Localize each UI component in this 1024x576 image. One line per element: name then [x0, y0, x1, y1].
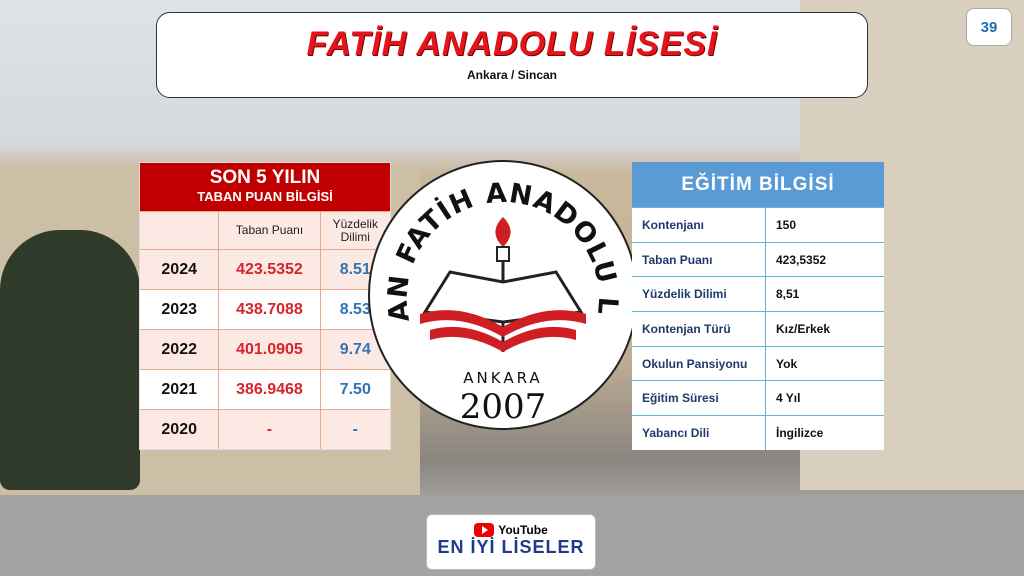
logo-year: 2007 — [460, 387, 547, 427]
info-label: Taban Puanı — [632, 242, 766, 277]
info-label: Okulun Pansiyonu — [632, 346, 766, 381]
score-cell: 438.7088 — [219, 290, 321, 329]
info-row: Kontenjan Türü Kız/Erkek — [632, 311, 884, 346]
percentile-cell: - — [352, 420, 358, 438]
score-table-header: SON 5 YILIN TABAN PUAN BİLGİSİ — [140, 163, 390, 211]
score-cell: 386.9468 — [219, 370, 321, 409]
school-location: Ankara / Sincan — [466, 68, 558, 82]
info-row: Okulun Pansiyonu Yok — [632, 345, 884, 381]
year-cell: 2021 — [140, 370, 220, 409]
info-value: 423,5352 — [776, 252, 827, 267]
logo-graphic: SİNCAN FATİH ANADOLU LİSESİ ANKARA 2007 — [358, 137, 622, 427]
year-cell: 2024 — [140, 250, 220, 289]
youtube-label: YouTube — [498, 523, 548, 537]
education-info-table: EĞİTİM BİLGİSİ Kontenjanı 150 Taban Puan… — [632, 162, 884, 450]
percentile-cell: 8.51 — [339, 260, 371, 278]
background-tree — [0, 230, 140, 490]
year-cell: 2023 — [140, 290, 220, 329]
score-cell: 423.5352 — [219, 250, 321, 289]
book-icon — [422, 270, 584, 324]
channel-name: EN İYİ LİSELER — [437, 537, 585, 557]
col-percentile: Yüzdelik Dilimi — [332, 216, 378, 244]
info-label: Yabancı Dili — [632, 416, 766, 450]
year-cell: 2022 — [140, 330, 220, 369]
score-row: 2024 423.5352 8.51 — [140, 249, 390, 289]
info-label: Eğitim Süresi — [632, 381, 766, 416]
title-box: FATİH ANADOLU LİSESİ Ankara / Sincan — [156, 12, 868, 98]
info-value: Kız/Erkek — [776, 321, 831, 336]
info-label: Kontenjanı — [632, 208, 766, 242]
percentile-cell: 8.53 — [339, 300, 371, 318]
school-logo: SİNCAN FATİH ANADOLU LİSESİ ANKARA 2007 — [358, 137, 638, 430]
education-table-title: EĞİTİM BİLGİSİ — [632, 162, 884, 207]
score-row: 2022 401.0905 9.74 — [140, 329, 390, 369]
empty-header — [140, 212, 220, 249]
youtube-channel-badge[interactable]: YouTube EN İYİ LİSELER — [426, 514, 596, 570]
score-row: 2023 438.7088 8.53 — [140, 289, 390, 329]
school-title: FATİH ANADOLU LİSESİ — [306, 25, 718, 63]
score-cell: 401.0905 — [219, 330, 321, 369]
torch-flame-icon — [495, 217, 511, 247]
page-number: 39 — [966, 8, 1012, 46]
info-value: 4 Yıl — [776, 391, 801, 406]
percentile-cell: 7.50 — [339, 380, 371, 398]
info-row: Eğitim Süresi 4 Yıl — [632, 380, 884, 416]
info-value: Yok — [776, 356, 798, 371]
info-row: Taban Puanı 423,5352 — [632, 241, 884, 277]
score-table-title: SON 5 YILIN — [209, 167, 321, 188]
info-row: Kontenjanı 150 — [632, 207, 884, 242]
logo-city: ANKARA — [463, 369, 542, 387]
score-table-column-headers: Taban Puanı Yüzdelik Dilimi — [140, 211, 390, 249]
youtube-play-icon — [474, 523, 495, 537]
col-score: Taban Puanı — [219, 212, 321, 249]
info-label: Kontenjan Türü — [632, 312, 766, 346]
book-pages — [420, 310, 586, 352]
score-row: 2020 - - — [140, 409, 390, 449]
info-row: Yabancı Dili İngilizce — [632, 415, 884, 450]
info-value: 150 — [776, 217, 797, 232]
year-cell: 2020 — [140, 410, 220, 449]
info-value: 8,51 — [776, 287, 800, 302]
score-table-subtitle: TABAN PUAN BİLGİSİ — [197, 189, 333, 204]
info-value: İngilizce — [776, 425, 824, 440]
percentile-cell: 9.74 — [339, 340, 371, 358]
score-row: 2021 386.9468 7.50 — [140, 369, 390, 409]
info-label: Yüzdelik Dilimi — [632, 277, 766, 312]
score-cell: - — [219, 410, 321, 449]
info-row: Yüzdelik Dilimi 8,51 — [632, 276, 884, 312]
score-table: SON 5 YILIN TABAN PUAN BİLGİSİ Taban Pua… — [139, 162, 391, 450]
